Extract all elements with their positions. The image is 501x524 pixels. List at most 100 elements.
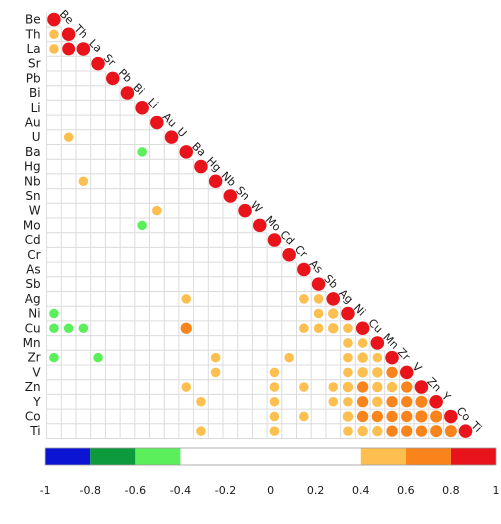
circle-Ba-Ba	[179, 145, 194, 159]
col-label-Mn: Mn	[380, 331, 401, 352]
circle-Ti-Ni	[343, 426, 353, 436]
colorbar-tick-8: 0.6	[397, 484, 415, 497]
col-label-Sn: Sn	[233, 184, 252, 203]
circle-Cu-Be	[49, 323, 59, 334]
circle-Zn-Zn	[414, 380, 429, 394]
row-label-Li: Li	[31, 101, 41, 115]
circle-Ba-Li	[137, 147, 147, 157]
col-label-Nb: Nb	[219, 169, 239, 189]
circle-Co-Ni	[342, 411, 354, 422]
circle-Mn-Ni	[343, 338, 353, 348]
circle-Zn-As	[299, 382, 309, 392]
row-label-Cr: Cr	[27, 248, 40, 262]
circle-Zr-Cu	[357, 352, 368, 363]
circle-Cu-Sb	[313, 323, 324, 334]
circle-Sr-Sr	[91, 56, 105, 71]
row-label-Hg: Hg	[24, 160, 41, 174]
col-label-Ag: Ag	[336, 287, 355, 306]
row-label-Au: Au	[25, 115, 41, 129]
row-label-U: U	[32, 130, 41, 144]
circle-La-Be	[49, 44, 59, 54]
circle-Y-Ag	[328, 396, 339, 407]
circle-Zn-Zr	[386, 381, 398, 393]
circle-Zn-V	[401, 381, 413, 393]
colorbar-segment-3	[180, 448, 361, 465]
circle-Mo-Mo	[252, 218, 267, 233]
col-label-Hg: Hg	[204, 154, 224, 174]
circle-La-La	[76, 42, 91, 56]
circle-Ti-Zn	[415, 425, 428, 437]
row-label-La: La	[27, 42, 41, 56]
circle-V-Cu	[357, 367, 368, 378]
circle-Ag-Sb	[313, 294, 324, 304]
circle-Cd-Cd	[267, 233, 282, 247]
circle-Cu-Th	[63, 323, 74, 334]
circle-Cu-Cu	[355, 321, 370, 336]
circle-Ti-V	[401, 425, 413, 437]
circle-Ti-Hg	[196, 426, 206, 436]
circle-Zr-Cr	[284, 352, 294, 363]
circle-Y-Y	[429, 394, 443, 409]
col-label-Mo: Mo	[263, 213, 284, 234]
circle-V-Mn	[372, 367, 383, 378]
circle-Zn-Ni	[342, 381, 354, 393]
colorbar-tick-4: -0.2	[215, 484, 236, 497]
circle-Pb-Pb	[105, 71, 120, 86]
circle-Ti-Zr	[386, 425, 398, 437]
col-label-Be: Be	[57, 7, 76, 26]
circle-Co-Cu	[356, 410, 369, 423]
col-label-As: As	[307, 257, 326, 276]
colorbar-tick-3: -0.4	[170, 484, 191, 497]
row-label-Mo: Mo	[23, 218, 41, 232]
row-label-As: As	[26, 262, 40, 276]
circle-Zr-Zr	[385, 350, 399, 365]
circle-Nb-La	[78, 176, 89, 187]
circle-Ni-Be	[49, 308, 59, 319]
row-label-Ba: Ba	[25, 145, 41, 159]
circle-Zn-Mn	[372, 381, 383, 393]
circle-Bi-Bi	[120, 86, 135, 100]
circle-Ti-Y	[430, 425, 443, 438]
circle-Ni-Ag	[328, 308, 339, 319]
circle-Y-Mn	[372, 396, 383, 407]
colorbar-tick-0: -1	[40, 484, 51, 497]
circle-Ag-As	[299, 294, 309, 304]
row-label-Sn: Sn	[25, 189, 40, 203]
circle-Co-Co	[444, 409, 458, 424]
circle-Sb-Sb	[311, 277, 326, 291]
circle-Cu-Ba	[180, 322, 192, 334]
colorbar-tick-10: 1	[493, 484, 500, 497]
circle-Y-Cd	[269, 396, 280, 407]
colorbar-frame	[44, 447, 497, 466]
circle-Co-V	[401, 410, 413, 423]
col-label-Pb: Pb	[116, 66, 135, 85]
circle-U-Th	[63, 132, 74, 142]
colorbar	[44, 447, 497, 466]
colorbar-segment-1	[90, 448, 136, 465]
row-label-Ni: Ni	[28, 307, 40, 321]
circle-Y-Zr	[386, 396, 398, 408]
colorbar-tick-2: -0.6	[125, 484, 146, 497]
circle-V-Nb	[210, 367, 221, 378]
circle-Ti-Cd	[269, 426, 280, 436]
circle-V-Ni	[343, 367, 353, 378]
circle-Co-Zr	[386, 410, 398, 423]
circle-Y-V	[401, 396, 413, 408]
circle-Ag-Ba	[181, 294, 192, 304]
circle-Co-Y	[430, 410, 443, 423]
circle-Y-Zn	[415, 395, 428, 408]
circle-Zr-Sr	[93, 352, 103, 363]
circle-La-Th	[62, 42, 76, 56]
circle-Mn-Mn	[370, 336, 385, 350]
circle-Th-Be	[49, 29, 59, 40]
circle-Mn-Cu	[357, 338, 368, 348]
circle-Zr-Mn	[372, 352, 383, 363]
circle-Be-Be	[47, 12, 61, 27]
circle-Y-Cu	[356, 396, 369, 408]
row-label-Sr: Sr	[28, 57, 41, 71]
row-label-Pb: Pb	[26, 71, 41, 85]
col-label-Co: Co	[454, 404, 474, 424]
correlation-circles	[47, 12, 473, 438]
colorbar-segment-6	[450, 448, 496, 465]
